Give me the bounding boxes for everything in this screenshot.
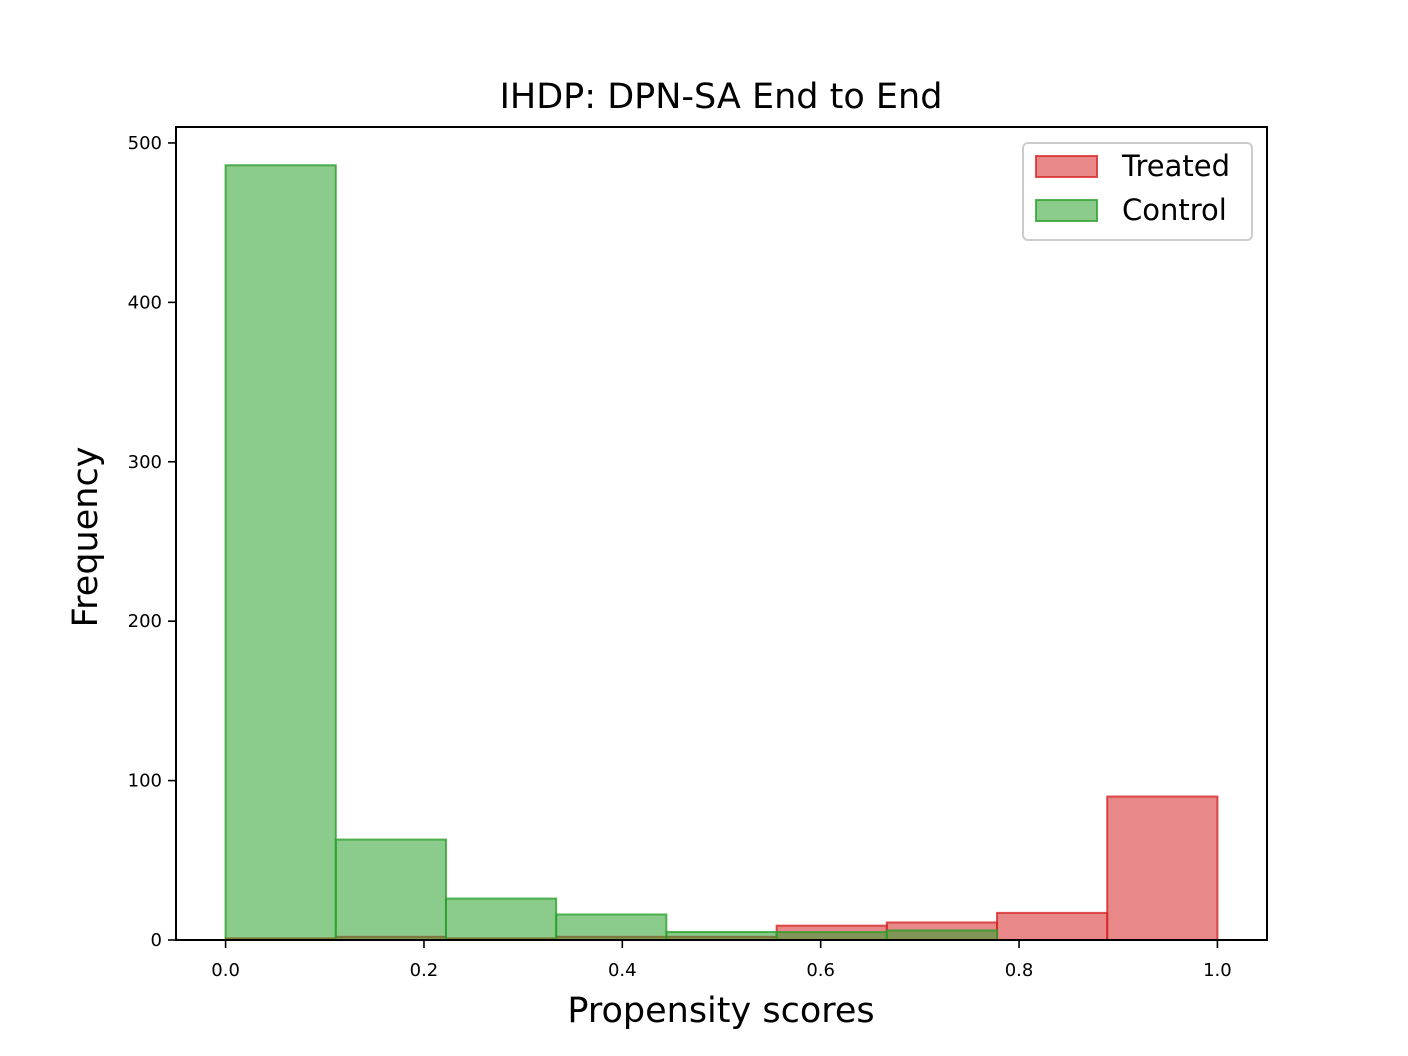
legend-swatch-treated	[1035, 155, 1098, 178]
x-tick-label: 0.8	[1005, 960, 1034, 981]
bar-control-6	[885, 929, 999, 942]
bar-control-5	[775, 931, 888, 942]
chart-title: IHDP: DPN-SA End to End	[500, 77, 943, 117]
x-axis: 0.0 0.2 0.4 0.6 0.8 1.0	[211, 940, 1232, 981]
legend-label-treated: Treated	[1121, 149, 1230, 183]
y-axis-title: Frequency	[66, 447, 106, 628]
bar-control-3	[555, 913, 668, 942]
x-tick-label: 0.2	[410, 960, 439, 981]
x-tick-label: 0.4	[608, 960, 637, 981]
bars-layer	[224, 164, 1219, 942]
legend-label-control: Control	[1122, 193, 1227, 227]
y-tick-label: 500	[128, 133, 162, 154]
y-tick-label: 400	[128, 292, 162, 313]
y-axis: 0 100 200 300 400 500	[128, 133, 176, 951]
y-tick-label: 200	[128, 611, 162, 632]
plot-frame	[175, 126, 1268, 941]
bar-control-1	[334, 838, 447, 942]
y-tick-label: 0	[151, 930, 162, 951]
bar-control-0	[224, 164, 337, 941]
legend-swatch-control	[1035, 199, 1098, 222]
x-axis-title: Propensity scores	[567, 991, 874, 1031]
bar-treated-8	[1106, 795, 1219, 941]
x-tick-label: 0.6	[806, 960, 835, 981]
bar-control-2	[444, 897, 558, 941]
bar-treated-7	[996, 911, 1109, 942]
y-tick-label: 300	[128, 452, 162, 473]
bar-control-4	[665, 931, 778, 942]
x-tick-label: 1.0	[1203, 960, 1232, 981]
x-tick-label: 0.0	[211, 960, 240, 981]
legend: Treated Control	[1022, 142, 1253, 241]
y-tick-label: 100	[128, 771, 162, 792]
